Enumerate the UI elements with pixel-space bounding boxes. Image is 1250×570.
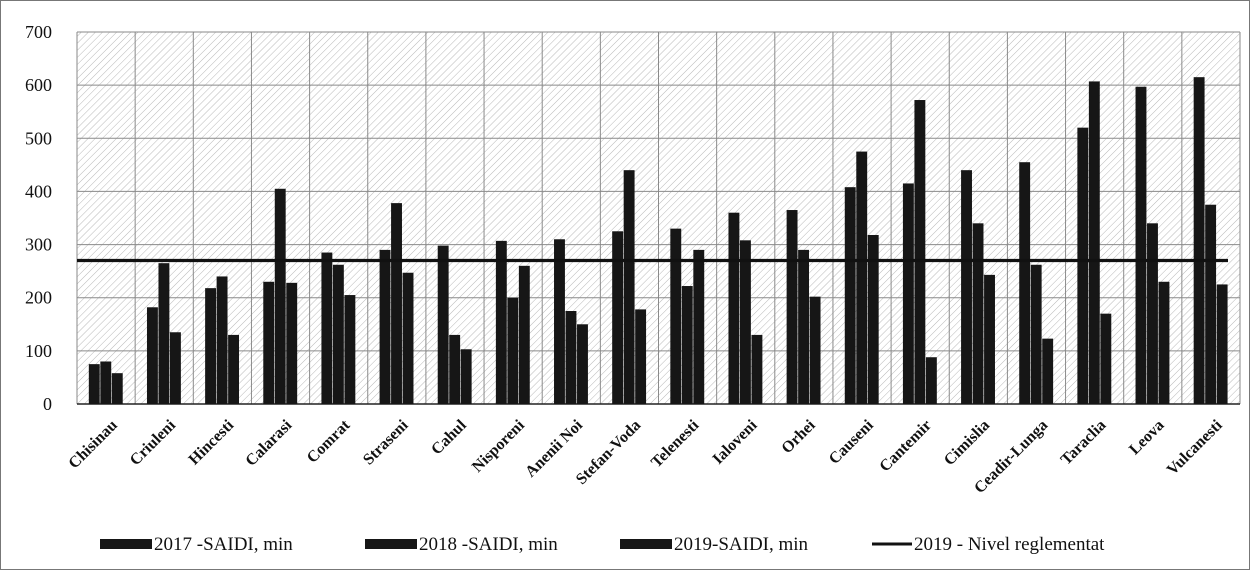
bar-3-stefan-voda — [635, 309, 647, 404]
y-axis-ticks: 0 100 200 300 400 500 600 700 — [25, 22, 52, 414]
bar-1-nisporeni — [495, 240, 507, 404]
bar-1-taraclia — [1077, 127, 1089, 405]
bar-3-cahul — [460, 349, 472, 404]
bar-3-ialoveni — [751, 334, 763, 404]
bar-3-causeni — [867, 235, 879, 404]
bar-1-leova — [1135, 86, 1147, 404]
bar-1-ceadir-lunga — [1019, 162, 1031, 404]
bar-1-criuleni — [146, 307, 158, 404]
grid-lines — [76, 31, 1241, 405]
bar-1-comrat — [321, 252, 333, 404]
bar-2-telenesti — [681, 286, 693, 404]
legend-swatch-2 — [365, 539, 417, 549]
bar-1-chisinau — [88, 364, 100, 404]
y-tick-label: 400 — [25, 181, 52, 201]
legend-label-3: 2019-SAIDI, min — [674, 534, 809, 555]
bar-2-causeni — [856, 151, 868, 404]
bar-2-nisporeni — [507, 297, 519, 404]
bar-2-cantemir — [914, 100, 926, 404]
bar-1-causeni — [844, 187, 856, 404]
bar-3-vulcanesti — [1216, 284, 1228, 404]
bar-1-cimislia — [961, 170, 972, 404]
bar-1-straseni — [379, 249, 391, 404]
bar-2-leova — [1147, 223, 1158, 404]
bar-2-criuleni — [158, 263, 170, 404]
bar-2-stefan-voda — [623, 170, 635, 404]
bar-2-taraclia — [1088, 81, 1100, 405]
bar-3-ceadir-lunga — [1042, 338, 1054, 404]
legend-swatch-3 — [620, 539, 672, 549]
legend-label-4: 2019 - Nivel reglementat — [914, 534, 1105, 555]
bar-1-stefan-voda — [612, 231, 624, 404]
bar-1-telenesti — [670, 228, 682, 404]
y-tick-label: 100 — [25, 341, 52, 361]
legend-swatch-1 — [100, 539, 152, 549]
bar-2-hincesti — [216, 276, 228, 404]
bar-2-anenii-noi — [565, 311, 577, 404]
bar-2-ialoveni — [739, 240, 751, 404]
bar-1-vulcanesti — [1193, 77, 1205, 405]
bar-3-straseni — [402, 272, 414, 404]
bar-2-vulcanesti — [1205, 204, 1217, 404]
bar-2-calarasi — [274, 188, 286, 404]
y-tick-label: 0 — [43, 394, 52, 414]
bar-3-anenii-noi — [577, 324, 588, 404]
bar-3-telenesti — [693, 249, 705, 404]
bar-1-ialoveni — [728, 212, 740, 404]
bar-3-calarasi — [286, 282, 298, 404]
bar-2-cimislia — [972, 223, 984, 404]
bar-3-cimislia — [984, 274, 995, 404]
y-tick-label: 500 — [25, 128, 52, 148]
bar-3-chisinau — [111, 373, 123, 404]
bar-2-chisinau — [100, 361, 112, 404]
bar-3-criuleni — [169, 332, 181, 404]
bar-3-hincesti — [228, 334, 240, 404]
legend-label-2: 2018 -SAIDI, min — [419, 534, 558, 555]
bar-3-nisporeni — [518, 265, 530, 404]
bar-2-comrat — [332, 264, 344, 404]
bar-2-orhei — [798, 249, 810, 404]
bar-3-comrat — [344, 295, 356, 404]
bar-1-cahul — [437, 245, 449, 404]
legend: 2017 -SAIDI, min 2018 -SAIDI, min 2019-SAI… — [100, 534, 1105, 555]
y-tick-label: 300 — [25, 235, 52, 255]
bar-3-taraclia — [1100, 313, 1112, 404]
bar-1-anenii-noi — [554, 239, 565, 404]
y-tick-label: 700 — [25, 22, 52, 42]
legend-label-1: 2017 -SAIDI, min — [154, 534, 293, 555]
bar-1-cantemir — [902, 183, 914, 404]
y-tick-label: 600 — [25, 75, 52, 95]
bar-3-leova — [1158, 281, 1170, 404]
y-tick-label: 200 — [25, 288, 52, 308]
bar-2-straseni — [391, 203, 402, 404]
bar-3-cantemir — [925, 357, 937, 404]
bar-1-hincesti — [205, 288, 217, 404]
bar-3-orhei — [809, 296, 821, 404]
bar-1-orhei — [786, 210, 798, 404]
bar-1-calarasi — [263, 281, 275, 404]
bar-series — [88, 77, 1228, 405]
bar-2-ceadir-lunga — [1030, 264, 1042, 404]
bar-2-cahul — [449, 334, 461, 404]
